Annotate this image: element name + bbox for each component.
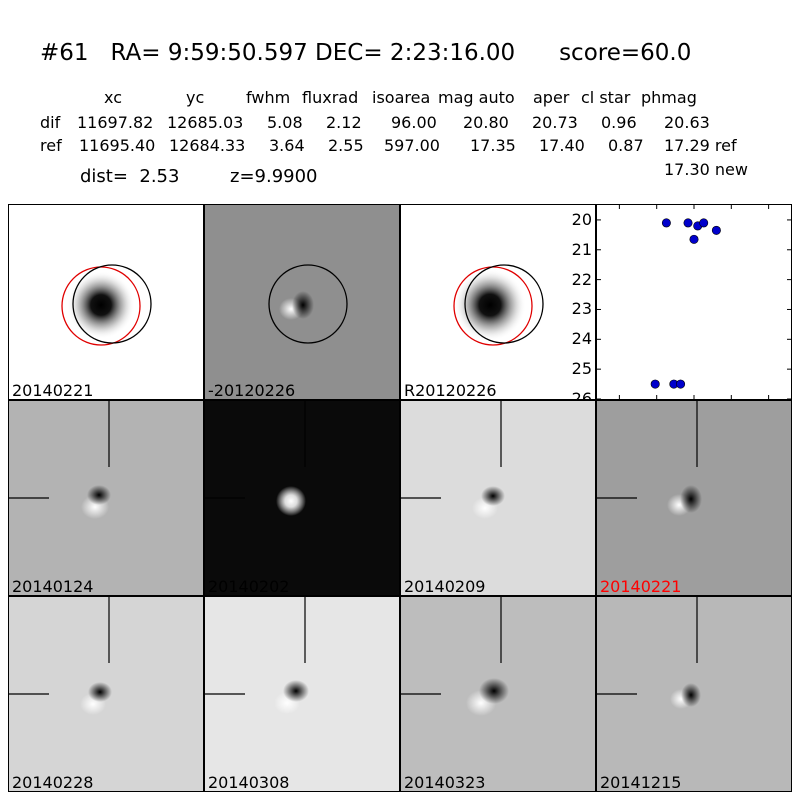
data-point [699, 218, 709, 228]
y-tick-label: 21 [571, 239, 592, 259]
ref-xc: 11695.40 [79, 136, 156, 155]
dif-isoarea: 96.00 [391, 113, 437, 132]
panel-label: 20140124 [12, 577, 94, 596]
dif-mag-auto: 20.80 [463, 113, 509, 132]
plot-area [597, 205, 791, 400]
col-yc: yc [186, 88, 205, 107]
aperture-circle [464, 264, 544, 344]
y-tick-label: 22 [571, 269, 592, 289]
ref-fwhm: 3.64 [269, 136, 305, 155]
stamp-panel-6: 20140221 [596, 400, 792, 596]
ref-aper: 17.40 [539, 136, 585, 155]
stamp-panel-8: 20140308 [204, 596, 400, 792]
panel-label: 20140209 [404, 577, 486, 596]
data-point [676, 379, 686, 389]
dif-yc: 12685.03 [167, 113, 244, 132]
stamp-panel-0: 20140221 [8, 204, 204, 400]
dif-aper: 20.73 [532, 113, 578, 132]
stamp-panel-2: R20120226 [400, 204, 596, 400]
col-isoarea: isoarea [372, 88, 431, 107]
stamp-panel-1: -20120226 [204, 204, 400, 400]
stamp-panel-9: 20140323 [400, 596, 596, 792]
panel-label: 20140221 [12, 381, 94, 400]
col-aper: aper [533, 88, 570, 107]
row-ref-label: ref [40, 136, 62, 155]
data-point [683, 218, 693, 228]
y-tick-label: 25 [571, 359, 592, 379]
panel-label: 20140202 [208, 577, 290, 596]
data-point [689, 234, 699, 244]
stamp-panel-10: 20141215 [596, 596, 792, 792]
source-blob [454, 269, 526, 341]
panel-label: 20140308 [208, 773, 290, 792]
light-curve-plot [596, 204, 792, 400]
panel-label: 20141215 [600, 773, 682, 792]
dif-phmag: 20.63 [664, 113, 710, 132]
ref-yc: 12684.33 [169, 136, 246, 155]
stamp-panel-3: 20140124 [8, 400, 204, 596]
ref-cl-star: 0.87 [608, 136, 644, 155]
z-value: z=9.9900 [230, 166, 318, 187]
data-point [661, 218, 671, 228]
dif-cl-star: 0.96 [601, 113, 637, 132]
aperture-circle [268, 264, 348, 344]
data-point [650, 379, 660, 389]
y-tick-label: 23 [571, 299, 592, 319]
panel-label: R20120226 [404, 381, 497, 400]
page-title: #61 RA= 9:59:50.597 DEC= 2:23:16.00 scor… [40, 40, 692, 66]
ref-mag-auto: 17.35 [470, 136, 516, 155]
ref-phmag: 17.29 ref [664, 136, 737, 155]
source-blob [67, 271, 135, 339]
stamp-panel-4: 20140202 [204, 400, 400, 596]
row-dif-label: dif [40, 113, 61, 132]
stamp-panel-5: 20140209 [400, 400, 596, 596]
dist-value: dist= 2.53 [80, 166, 180, 187]
aperture-circle [72, 264, 152, 344]
dif-fluxrad: 2.12 [326, 113, 362, 132]
y-tick-label: 20 [571, 209, 592, 229]
col-fluxrad: fluxrad [302, 88, 359, 107]
ref-fluxrad: 2.55 [328, 136, 364, 155]
panel-label: -20120226 [208, 381, 296, 400]
data-point [711, 225, 721, 235]
phmag-new: 17.30 new [664, 160, 748, 179]
stamp-panel-7: 20140228 [8, 596, 204, 792]
panel-label: 20140221 [600, 577, 682, 596]
dif-fwhm: 5.08 [267, 113, 303, 132]
panel-label: 20140323 [404, 773, 486, 792]
col-xc: xc [104, 88, 122, 107]
col-cl-star: cl star [581, 88, 631, 107]
col-fwhm: fwhm [246, 88, 291, 107]
panel-label: 20140228 [12, 773, 94, 792]
dif-xc: 11697.82 [77, 113, 154, 132]
ref-isoarea: 597.00 [384, 136, 440, 155]
col-mag-auto: mag auto [438, 88, 515, 107]
col-phmag: phmag [641, 88, 697, 107]
y-tick-label: 24 [571, 329, 592, 349]
